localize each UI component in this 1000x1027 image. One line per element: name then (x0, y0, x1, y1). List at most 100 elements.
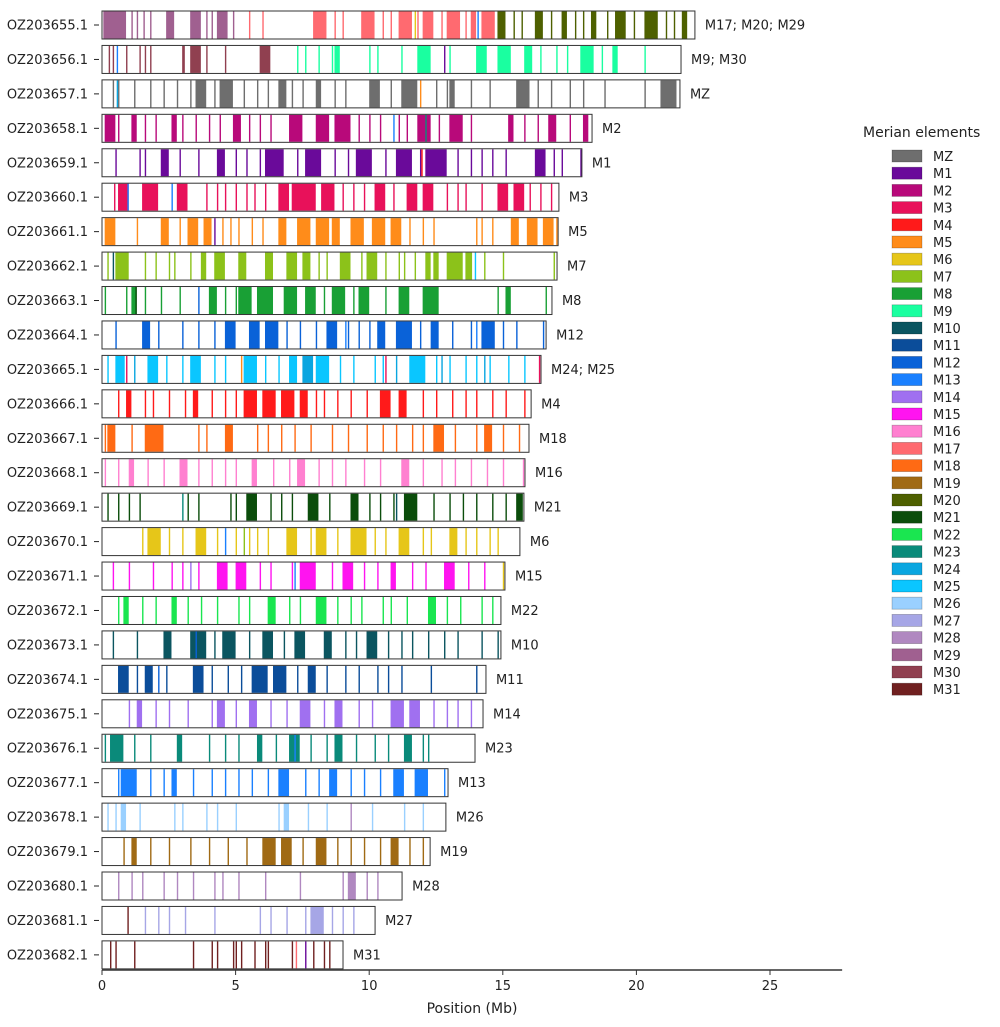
legend-item: M11 (891, 338, 961, 354)
gene-mark (465, 252, 473, 280)
gene-mark (147, 459, 149, 487)
gene-mark (112, 45, 115, 73)
gene-mark (342, 183, 344, 211)
gene-mark (358, 700, 360, 728)
assignment-label: M8 (562, 294, 582, 309)
chromosome-background (102, 906, 376, 935)
gene-mark (163, 459, 165, 487)
gene-mark (353, 355, 355, 383)
gene-mark (187, 218, 199, 246)
gene-mark (446, 596, 449, 624)
gene-mark (297, 459, 306, 487)
gene-mark (248, 528, 251, 556)
gene-mark (355, 734, 358, 762)
gene-mark (542, 321, 545, 349)
gene-mark (398, 11, 412, 39)
gene-mark (115, 149, 117, 177)
chromosome-row: OZ203656.1 M9; M30 (7, 44, 747, 74)
gene-mark (171, 769, 177, 797)
chromosome-outline (101, 802, 447, 832)
gene-mark (211, 769, 213, 797)
gene-mark (168, 700, 171, 728)
chromosome-row: OZ203668.1 M16 (7, 458, 563, 488)
chromosome-outline (101, 527, 521, 557)
legend-label: M9 (933, 305, 953, 320)
gene-mark (393, 769, 404, 797)
gene-mark (580, 149, 582, 177)
gene-mark (131, 872, 133, 900)
gene-mark (256, 528, 259, 556)
assignment-label: M15 (515, 570, 543, 585)
chromosome-label: OZ203677.1 (7, 776, 88, 791)
gene-mark (240, 665, 243, 693)
chromosome-row: OZ203664.1 M12 (7, 320, 584, 350)
gene-mark (216, 700, 225, 728)
gene-mark (235, 562, 247, 590)
gene-mark (334, 80, 336, 108)
gene-mark (436, 80, 438, 108)
gene-mark (492, 493, 494, 521)
chromosome-label: OZ203665.1 (7, 363, 88, 378)
gene-mark (481, 183, 483, 211)
gene-mark (155, 114, 157, 142)
gene-mark (294, 734, 296, 762)
chromosome-label: OZ203661.1 (7, 225, 88, 240)
gene-mark (492, 218, 494, 246)
legend-item: M15 (891, 407, 961, 423)
gene-mark (240, 941, 243, 969)
gene-mark (353, 287, 355, 315)
gene-mark (422, 390, 425, 418)
chromosome-label: OZ203678.1 (7, 811, 88, 826)
gene-mark (497, 287, 499, 315)
gene-mark (502, 562, 505, 590)
chromosome-outline (101, 768, 449, 798)
gene-mark (417, 45, 431, 73)
chromosome-outline (101, 10, 696, 40)
legend-item: M21 (891, 510, 961, 526)
gene-mark (182, 562, 184, 590)
gene-mark (403, 252, 406, 280)
gene-mark (251, 459, 257, 487)
chromosome-outline (101, 492, 525, 522)
gene-mark (326, 665, 328, 693)
gene-mark (318, 252, 320, 280)
gene-mark (398, 252, 400, 280)
gene-mark (118, 596, 120, 624)
gene-mark (262, 838, 276, 866)
gene-mark (361, 252, 363, 280)
assignment-label: M6 (530, 535, 550, 550)
gene-mark (195, 114, 197, 142)
gene-mark (390, 562, 396, 590)
gene-mark (310, 528, 312, 556)
gene-mark (131, 838, 137, 866)
gene-mark (182, 493, 184, 521)
gene-mark (120, 803, 127, 831)
assignment-label: M16 (535, 466, 563, 481)
gene-mark (518, 424, 521, 452)
gene-mark (224, 459, 227, 487)
chromosome-background (102, 872, 403, 900)
legend-label: M10 (933, 322, 961, 337)
chromosome-label: OZ203673.1 (7, 638, 88, 653)
x-tick-label: 20 (628, 979, 645, 994)
assignment-label: M5 (568, 225, 588, 240)
gene-mark (468, 562, 470, 590)
assignment-label: M31 (353, 948, 381, 963)
legend-label: M21 (933, 511, 961, 526)
legend-label: M3 (933, 202, 953, 217)
gene-mark (302, 80, 304, 108)
gene-mark (216, 562, 228, 590)
gene-mark (379, 390, 391, 418)
gene-mark (315, 838, 327, 866)
gene-mark (331, 906, 334, 934)
gene-mark (444, 562, 455, 590)
gene-mark (166, 11, 175, 39)
gene-mark (136, 631, 139, 659)
gene-mark (248, 700, 257, 728)
chromosome-row: OZ203679.1 M19 (7, 837, 468, 867)
chromosome-background (102, 148, 582, 177)
gene-mark (582, 80, 585, 108)
gene-mark (144, 287, 147, 315)
gene-mark (470, 700, 473, 728)
gene-mark (422, 459, 425, 487)
